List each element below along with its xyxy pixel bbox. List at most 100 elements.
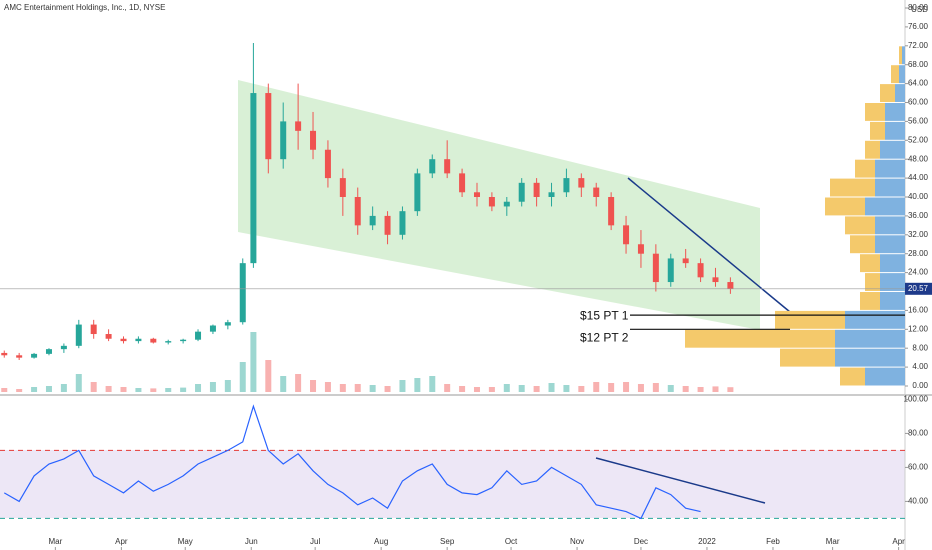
candle-body (399, 211, 406, 235)
volume-bar (518, 385, 525, 392)
candle-body (593, 187, 600, 197)
volume-bar (1, 388, 8, 392)
candle-body (239, 263, 246, 323)
volume-bar (150, 388, 157, 392)
x-tick-label: Apr (892, 537, 905, 546)
volume-bar (593, 382, 600, 392)
y-tick-label: 52.00 (908, 135, 929, 144)
candle-body (578, 178, 585, 188)
volume-bar (623, 382, 630, 392)
channel (238, 80, 760, 330)
volume-bar (697, 387, 704, 392)
candle-body (623, 225, 630, 245)
x-tick-label: Sep (440, 537, 455, 546)
y-tick-label: 68.00 (908, 60, 929, 69)
profile-down (880, 273, 905, 291)
profile-down (899, 65, 905, 84)
profile-up (825, 197, 865, 216)
trend-line (627, 177, 791, 313)
candle-body (195, 331, 202, 340)
x-tick-label: May (178, 537, 193, 546)
profile-down (845, 310, 905, 329)
volume-bar (488, 387, 495, 392)
y-tick-label: 16.00 (908, 306, 929, 315)
volume-bar (652, 383, 659, 392)
volume-bar (682, 386, 689, 392)
volume-bar (209, 382, 216, 392)
candle-body (384, 215, 391, 235)
profile-up (880, 84, 895, 102)
volume-bar (548, 383, 555, 392)
profile-down (875, 235, 905, 254)
candle-body (45, 349, 52, 354)
volume-bar (667, 385, 674, 392)
volume-bar (135, 388, 142, 392)
candle-body (1, 352, 8, 356)
candle-body (180, 339, 187, 342)
volume-bar (473, 387, 480, 392)
candle-body (265, 93, 272, 160)
candle-body (429, 159, 436, 174)
candle-body (165, 341, 172, 343)
candle-body (518, 182, 525, 202)
y-tick-label: 80.00 (908, 429, 929, 438)
y-tick-label: 12.00 (908, 324, 929, 333)
profile-up (865, 103, 885, 121)
profile-down (875, 178, 905, 197)
candle-body (444, 159, 451, 174)
candle-body (652, 253, 659, 283)
candle-body (90, 324, 97, 335)
candle-body (310, 130, 317, 150)
y-tick-label: 44.00 (908, 173, 929, 182)
candle-body (324, 149, 331, 179)
volume-bar (120, 387, 127, 392)
profile-up (870, 121, 885, 140)
candle-body (120, 338, 127, 342)
volume-bar (444, 384, 451, 392)
profile-up (891, 65, 899, 84)
candle-body (697, 263, 704, 278)
x-tick-label: Aug (374, 537, 388, 546)
target-label: $12 PT 2 (580, 330, 629, 344)
profile-up (775, 310, 845, 329)
x-tick-label: Jul (310, 537, 320, 546)
candle-body (105, 334, 112, 339)
rsi-trend-line (595, 457, 766, 504)
volume-bar (712, 386, 719, 392)
volume-bar (295, 374, 302, 392)
y-tick-label: 48.00 (908, 154, 929, 163)
y-tick-label: 76.00 (908, 22, 929, 31)
profile-down (880, 292, 905, 310)
y-tick-label: 80.00 (908, 3, 929, 12)
volume-bar (369, 385, 376, 392)
candle-body (459, 173, 466, 193)
profile-up (899, 46, 902, 65)
y-tick-label: 40.00 (908, 497, 929, 506)
y-tick-label: 4.00 (912, 362, 928, 371)
volume-bar (16, 389, 23, 392)
profile-down (902, 46, 905, 65)
rsi-band-fill (0, 450, 905, 518)
profile-down (865, 367, 905, 386)
volume-bar (280, 376, 287, 392)
x-tick-label: 2022 (698, 537, 716, 546)
volume-bar (265, 360, 272, 392)
profile-up (850, 235, 875, 254)
profile-down (835, 329, 905, 348)
y-tick-label: 72.00 (908, 41, 929, 50)
x-tick-label: Mar (826, 537, 840, 546)
profile-up (860, 292, 880, 310)
x-tick-label: Apr (115, 537, 128, 546)
currency: USD (911, 5, 928, 14)
candle-body (354, 197, 361, 226)
candle-body (727, 282, 734, 289)
volume-bar (310, 380, 317, 392)
candle-body (608, 197, 615, 226)
volume-bar (533, 386, 540, 392)
candle-body (150, 338, 157, 343)
candle-body (75, 324, 82, 346)
y-tick-label: 32.00 (908, 230, 929, 239)
candle-body (60, 345, 67, 350)
volume-bar (578, 386, 585, 392)
